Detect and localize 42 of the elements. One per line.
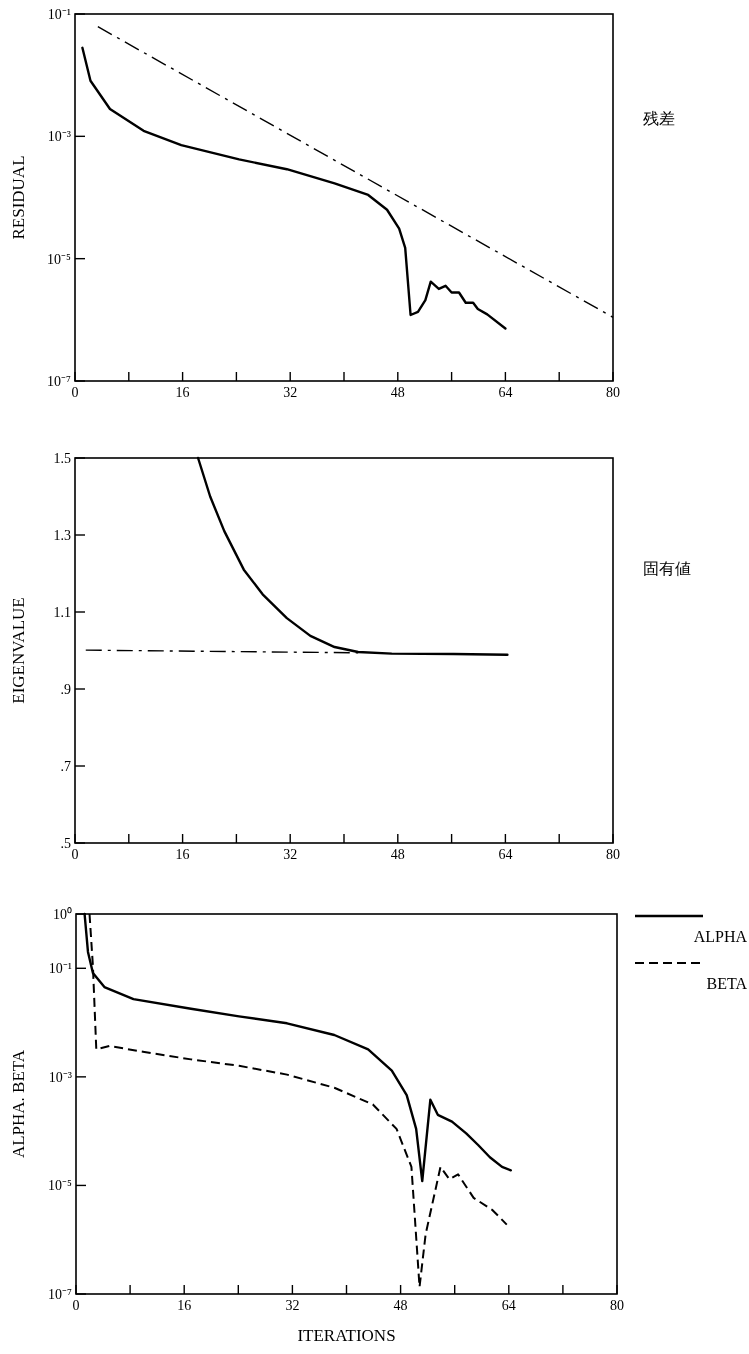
x-tick-label: 64	[501, 1298, 516, 1313]
text: BETA	[706, 975, 748, 992]
x-tick-label: 32	[283, 847, 298, 862]
text: 固有値	[643, 559, 691, 577]
x-tick-label: 80	[606, 385, 620, 400]
x-tick-label: 16	[175, 847, 190, 862]
y-tick-label: .9	[60, 682, 71, 697]
y-tick-label: 10⁻³	[48, 1069, 72, 1085]
y-tick-label: .7	[60, 759, 71, 774]
y-tick-label: 1.3	[53, 528, 71, 543]
x-tick-label: 64	[498, 385, 513, 400]
y-tick-label: 10⁻⁵	[47, 251, 72, 267]
x-tick-label: 64	[498, 847, 513, 862]
x-tick-label: 0	[71, 385, 79, 400]
y-tick-label: 10⁻¹	[48, 961, 72, 977]
y-tick-label: 10⁻³	[47, 129, 71, 145]
y-tick-label: 10⁻⁷	[47, 374, 72, 389]
y-tick-label: 10⁰	[53, 907, 72, 922]
y-tick-label: 1.1	[53, 605, 71, 620]
y-tick-label: 10⁻⁵	[48, 1178, 73, 1194]
x-axis-title: ITERATIONS	[297, 1326, 396, 1345]
y-tick-label: 10⁻⁷	[48, 1287, 73, 1302]
x-tick-label: 16	[175, 385, 190, 400]
x-tick-label: 48	[390, 385, 405, 400]
x-tick-label: 16	[177, 1298, 192, 1313]
y-tick-label: 1.5	[53, 451, 71, 466]
y-axis-title: RESIDUAL	[8, 155, 28, 240]
x-tick-label: 0	[72, 1298, 80, 1313]
text: 残差	[643, 110, 675, 128]
text: ALPHA	[693, 928, 748, 945]
x-tick-label: 80	[606, 847, 620, 862]
y-tick-label: 10⁻¹	[47, 7, 71, 22]
x-tick-label: 48	[390, 847, 405, 862]
x-tick-label: 0	[71, 847, 79, 862]
y-tick-label: .5	[60, 836, 71, 851]
line-series	[81, 46, 507, 330]
x-tick-label: 48	[393, 1298, 408, 1313]
y-axis-title: ALPHA. BETA	[8, 1049, 28, 1159]
x-tick-label: 32	[285, 1298, 300, 1313]
y-axis-title: EIGENVALUE	[8, 597, 28, 704]
x-tick-label: 80	[610, 1298, 624, 1313]
x-tick-label: 32	[283, 385, 298, 400]
